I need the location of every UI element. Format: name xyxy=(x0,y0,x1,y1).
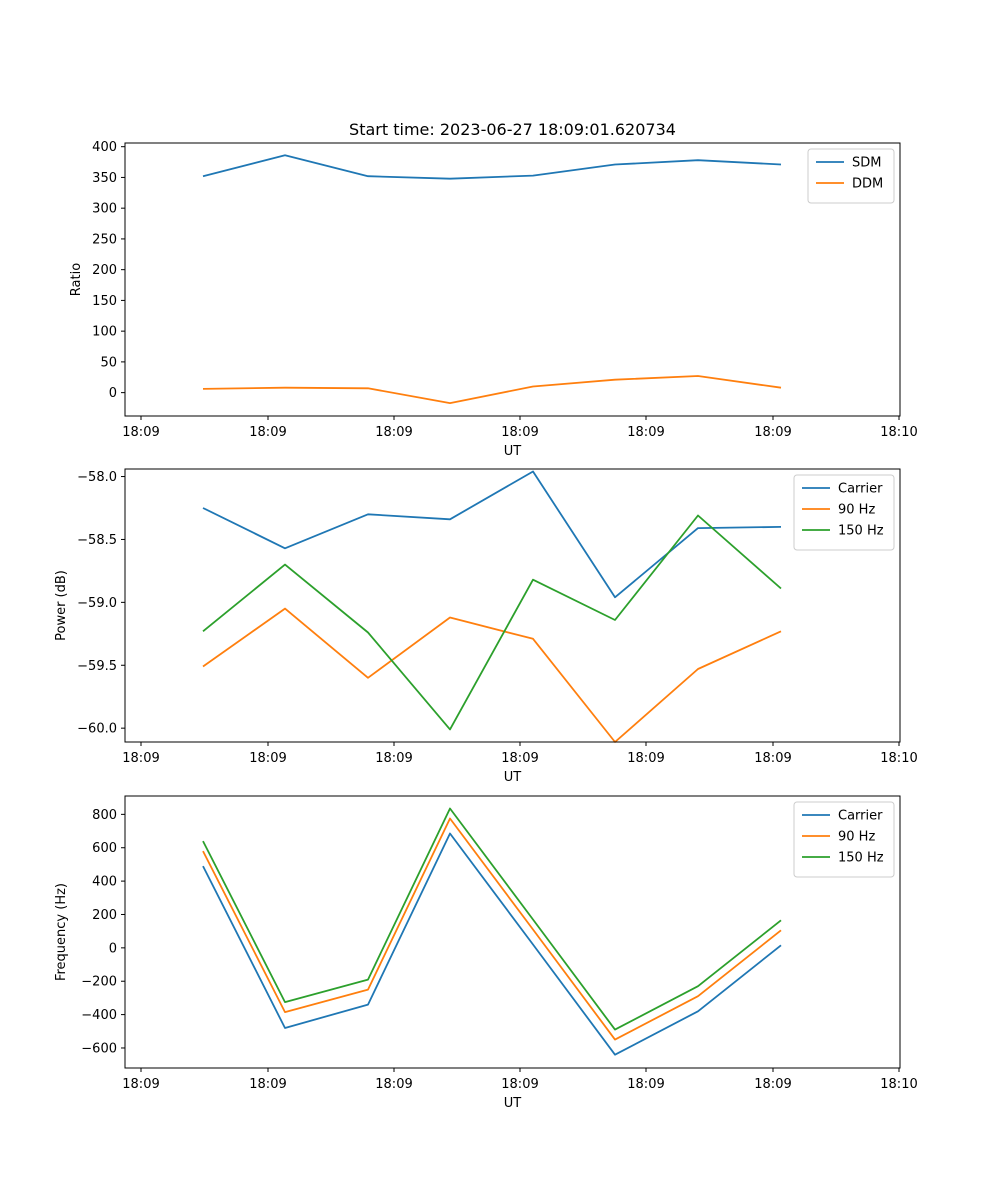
x-axis-label: UT xyxy=(504,770,522,785)
plot-frame xyxy=(124,142,901,417)
legend-label: SDM xyxy=(852,156,881,171)
x-axis-label: UT xyxy=(504,1096,522,1111)
legend: Carrier 90 Hz 150 Hz xyxy=(793,474,895,551)
legend-label: 90 Hz xyxy=(838,830,875,845)
x-tick-label: 18:09 xyxy=(754,751,791,766)
legend-label: 90 Hz xyxy=(838,503,875,518)
legend-box xyxy=(793,474,895,551)
y-tick-label: 200 xyxy=(92,263,117,278)
y-tick-label: −400 xyxy=(81,1008,117,1023)
y-tick-label: −59.5 xyxy=(77,659,117,674)
y-tick-label: 400 xyxy=(92,875,117,890)
x-tick-label: 18:09 xyxy=(249,751,286,766)
chart-panel-3: −600 −400 −200 0 200 400 600 800 18:09 18:09 18:09… xyxy=(54,795,918,1111)
x-tick-label: 18:09 xyxy=(627,425,664,440)
x-tick-label: 18:09 xyxy=(122,1077,159,1092)
y-tick-label: −58.0 xyxy=(77,470,117,485)
x-axis-label: UT xyxy=(504,444,522,459)
series-line-90-hz xyxy=(202,817,782,1041)
y-tick-label: 200 xyxy=(92,908,117,923)
x-tick-label: 18:09 xyxy=(627,751,664,766)
y-tick-label: 800 xyxy=(92,808,117,823)
series-line-carrier xyxy=(202,470,782,599)
series-line-90-hz xyxy=(202,607,782,743)
y-tick-label: −58.5 xyxy=(77,533,117,548)
x-tick-label: 18:09 xyxy=(501,751,538,766)
legend-label: DDM xyxy=(852,177,883,192)
x-tick-label: 18:09 xyxy=(122,425,159,440)
y-axis-label: Power (dB) xyxy=(54,570,69,641)
y-tick-label: −59.0 xyxy=(77,596,117,611)
y-tick-label: 300 xyxy=(92,202,117,217)
x-tick-label: 18:10 xyxy=(880,751,917,766)
series-line-ddm xyxy=(202,375,782,405)
y-tick-label: −60.0 xyxy=(77,722,117,737)
series-line-150-hz xyxy=(202,514,782,731)
x-tick-label: 18:09 xyxy=(501,1077,538,1092)
x-tick-label: 18:09 xyxy=(501,425,538,440)
series-line-carrier xyxy=(202,832,782,1056)
legend-label: Carrier xyxy=(838,482,883,497)
y-axis-label: Frequency (Hz) xyxy=(54,883,69,981)
legend: SDM DDM xyxy=(807,148,895,204)
chart-panel-1: 0 50 100 150 200 250 300 350 400 18:09 18:09 18:09 1… xyxy=(69,120,918,459)
y-tick-label: 0 xyxy=(109,386,117,401)
x-tick-label: 18:09 xyxy=(627,1077,664,1092)
legend-label: Carrier xyxy=(838,809,883,824)
x-tick-label: 18:09 xyxy=(375,751,412,766)
y-tick-label: 350 xyxy=(92,171,117,186)
x-tick-label: 18:09 xyxy=(249,425,286,440)
plot-frame xyxy=(124,795,901,1069)
y-tick-label: 400 xyxy=(92,140,117,155)
x-tick-label: 18:10 xyxy=(880,1077,917,1092)
y-tick-label: 600 xyxy=(92,841,117,856)
x-tick-label: 18:09 xyxy=(122,751,159,766)
y-tick-label: −200 xyxy=(81,975,117,990)
y-tick-label: 0 xyxy=(109,941,117,956)
legend-box xyxy=(793,801,895,878)
legend-label: 150 Hz xyxy=(838,524,884,539)
plot-frame xyxy=(124,468,901,743)
y-tick-label: 150 xyxy=(92,294,117,309)
series-line-sdm xyxy=(202,154,782,180)
x-tick-label: 18:09 xyxy=(754,1077,791,1092)
series-line-150-hz xyxy=(202,807,782,1031)
x-tick-label: 18:10 xyxy=(880,425,917,440)
legend-label: 150 Hz xyxy=(838,851,884,866)
x-tick-label: 18:09 xyxy=(249,1077,286,1092)
y-tick-label: 250 xyxy=(92,232,117,247)
x-tick-label: 18:09 xyxy=(375,425,412,440)
x-tick-label: 18:09 xyxy=(375,1077,412,1092)
legend: Carrier 90 Hz 150 Hz xyxy=(793,801,895,878)
y-tick-label: −600 xyxy=(81,1041,117,1056)
y-tick-label: 50 xyxy=(100,355,117,370)
chart-title: Start time: 2023-06-27 18:09:01.620734 xyxy=(349,120,676,139)
y-tick-label: 100 xyxy=(92,325,117,340)
chart-panel-2: −60.0 −59.5 −59.0 −58.5 −58.0 18:09 18:09 18:09… xyxy=(54,468,918,785)
y-axis-label: Ratio xyxy=(69,263,84,296)
x-tick-label: 18:09 xyxy=(754,425,791,440)
